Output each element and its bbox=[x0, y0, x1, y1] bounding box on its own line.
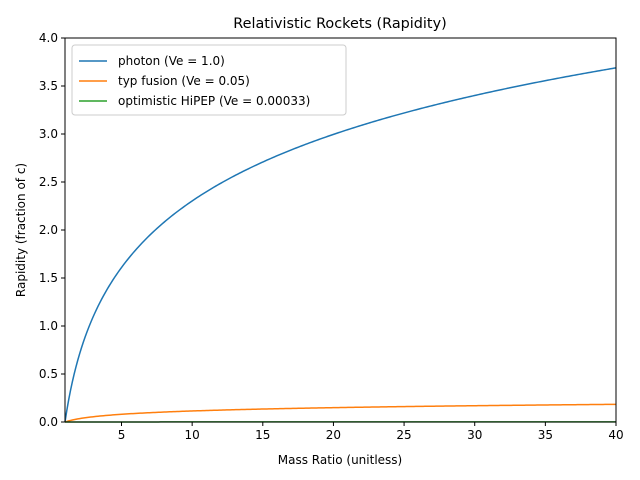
y-tick-label: 2.0 bbox=[39, 223, 58, 237]
y-tick-label: 1.5 bbox=[39, 271, 58, 285]
y-tick-label: 2.5 bbox=[39, 175, 58, 189]
x-tick-label: 40 bbox=[608, 428, 623, 442]
y-tick-label: 0.0 bbox=[39, 415, 58, 429]
x-tick-label: 5 bbox=[118, 428, 126, 442]
x-tick-label: 35 bbox=[538, 428, 553, 442]
y-tick-label: 0.5 bbox=[39, 367, 58, 381]
y-tick-label: 4.0 bbox=[39, 31, 58, 45]
x-tick-label: 15 bbox=[255, 428, 270, 442]
legend-items: photon (Ve = 1.0) typ fusion (Ve = 0.05) o… bbox=[79, 54, 310, 108]
x-tick-label: 25 bbox=[396, 428, 411, 442]
legend-box bbox=[71, 44, 347, 116]
x-tick-label: 10 bbox=[185, 428, 200, 442]
series-line-1 bbox=[64, 403, 617, 423]
legend-label-0: photon (Ve = 1.0) bbox=[118, 54, 225, 68]
x-axis-ticks: 5 10 15 20 25 30 35 40 bbox=[118, 422, 624, 442]
series-line-0 bbox=[64, 67, 617, 423]
x-tick-label: 30 bbox=[467, 428, 482, 442]
x-axis-label: Mass Ratio (unitless) bbox=[278, 453, 402, 467]
x-tick-label: 20 bbox=[326, 428, 341, 442]
y-tick-label: 1.0 bbox=[39, 319, 58, 333]
y-axis-ticks: 0.0 0.5 1.0 1.5 2.0 2.5 3.0 3.5 4.0 bbox=[39, 31, 65, 429]
legend-label-2: optimistic HiPEP (Ve = 0.00033) bbox=[118, 94, 310, 108]
chart-title: Relativistic Rockets (Rapidity) bbox=[233, 16, 446, 32]
legend: photon (Ve = 1.0) typ fusion (Ve = 0.05) o… bbox=[71, 44, 347, 116]
legend-label-1: typ fusion (Ve = 0.05) bbox=[118, 74, 250, 88]
y-tick-label: 3.0 bbox=[39, 127, 58, 141]
y-axis-label: Rapidity (fraction of c) bbox=[14, 163, 28, 297]
y-tick-label: 3.5 bbox=[39, 79, 58, 93]
